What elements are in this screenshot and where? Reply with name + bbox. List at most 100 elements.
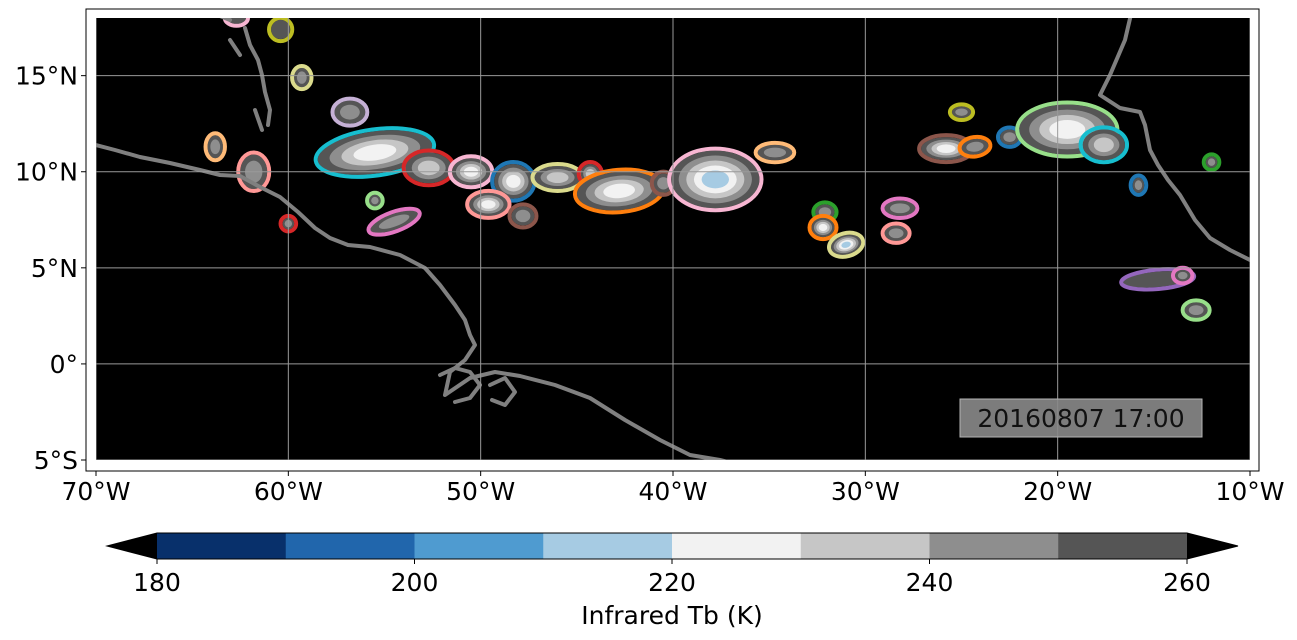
cloud-cluster [995, 125, 1024, 149]
cloud-cluster [507, 202, 539, 230]
tb-contour [657, 177, 670, 190]
colorbar-tick-label: 200 [391, 568, 439, 597]
tb-contour [481, 200, 496, 209]
cloud-cluster [1078, 125, 1130, 165]
cloud-cluster [1180, 298, 1212, 322]
cluster-outline [366, 206, 422, 237]
cluster-outline [807, 213, 839, 242]
tb-contour [296, 71, 307, 84]
colorbar-tick-label: 260 [1163, 568, 1211, 597]
timestamp-box-bg [959, 398, 1203, 438]
tb-contour [339, 104, 360, 120]
cluster-outline [1078, 125, 1130, 165]
coastline-caribbean-arc [228, 26, 272, 132]
cloud-cluster [827, 230, 866, 259]
cloud-cluster [366, 206, 422, 237]
cloud-cluster [753, 140, 797, 165]
cluster-outline [880, 196, 920, 220]
tb-contour [1207, 158, 1216, 166]
tb-contour [1134, 180, 1143, 191]
x-tick-label: 40°W [638, 477, 707, 506]
y-tick-label: 5°N [31, 254, 78, 283]
cluster-outline [203, 131, 227, 163]
colorbar-segment [672, 533, 802, 559]
cluster-outline [1201, 152, 1222, 172]
tb-contour [353, 144, 397, 161]
tb-contour [378, 214, 410, 229]
y-tick-label: 5°S [34, 446, 78, 475]
colorbar-segment [1058, 533, 1188, 559]
colorbar-tick-label: 180 [133, 568, 181, 597]
cloud-cluster [401, 148, 456, 188]
cloud-cluster [330, 96, 370, 128]
cluster-outline [667, 146, 764, 213]
cloud-cluster [1128, 173, 1149, 197]
x-tick-label: 70°W [61, 477, 130, 506]
tb-contour [506, 174, 521, 188]
colorbar-segment [800, 533, 930, 559]
tb-contour [417, 160, 440, 176]
tb-contour [1093, 137, 1114, 153]
colorbar-segment [157, 533, 287, 559]
coastline-west-africa [1098, 18, 1250, 262]
cluster-outline [947, 102, 976, 122]
cluster-outline [753, 140, 797, 165]
tb-contour [603, 183, 635, 199]
tb-contour [1003, 132, 1016, 143]
coastline-amazon-delta [438, 366, 517, 407]
cluster-outline [313, 126, 437, 179]
cluster-outline [1128, 173, 1149, 197]
tb-contour [818, 223, 828, 232]
coastline-greater-antilles [150, 18, 232, 22]
y-axis-ticks: 15°N 10°N 5°N 0° 5°S [15, 62, 86, 475]
colorbar-tick-label: 220 [648, 568, 696, 597]
cloud-cluster [1170, 265, 1195, 286]
colorbar-extend-high [1187, 533, 1238, 559]
cloud-cluster [1201, 152, 1222, 172]
cloud-cluster [203, 131, 227, 163]
colorbar-extend-low [107, 533, 157, 559]
tb-contour [955, 108, 968, 116]
cluster-outline [827, 230, 866, 259]
cloud-cluster [957, 134, 993, 159]
cloud-cluster [880, 196, 920, 220]
colorbar-segment [285, 533, 415, 559]
cloud-cluster [917, 133, 976, 165]
tb-contour [763, 147, 787, 158]
cloud-cluster [572, 167, 666, 215]
cloud-layer [203, 18, 1222, 322]
cluster-outline [222, 18, 250, 28]
coastline-south-america-north [96, 143, 729, 460]
coastline-layer [96, 18, 1250, 460]
tb-contour [1188, 305, 1204, 316]
colorbar-segment [543, 533, 673, 559]
timestamp-text: 20160807 17:00 [977, 404, 1184, 433]
x-tick-label: 30°W [831, 477, 900, 506]
cloud-cluster [880, 221, 912, 245]
cluster-outline [957, 134, 993, 159]
cluster-outline [880, 221, 912, 245]
tb-contour [371, 196, 379, 205]
cloud-cluster [465, 188, 512, 220]
x-axis-ticks: 70°W 60°W 50°W 40°W 30°W 20°W 10°W [61, 471, 1285, 506]
tb-contour [841, 241, 851, 248]
y-tick-label: 10°N [15, 158, 78, 187]
colorbar-label: Infrared Tb (K) [581, 601, 763, 630]
tb-contour [1177, 271, 1188, 280]
y-tick-label: 0° [50, 350, 78, 379]
colorbar-tick-label: 240 [906, 568, 954, 597]
x-tick-label: 20°W [1023, 477, 1092, 506]
cluster-outline [365, 190, 385, 211]
tb-contour [546, 172, 569, 184]
colorbar-segment [929, 533, 1059, 559]
colorbar-segment [414, 533, 544, 559]
x-tick-label: 50°W [446, 477, 515, 506]
tb-contour [515, 209, 531, 223]
map-layers [96, 18, 1250, 460]
colorbar-ticks: 180 200 220 240 260 [133, 559, 1211, 597]
tb-contour [701, 170, 730, 189]
x-tick-label: 10°W [1215, 477, 1284, 506]
cluster-outline [465, 188, 512, 220]
tb-contour [1049, 120, 1086, 139]
timestamp-box: 20160807 17:00 [959, 398, 1203, 438]
